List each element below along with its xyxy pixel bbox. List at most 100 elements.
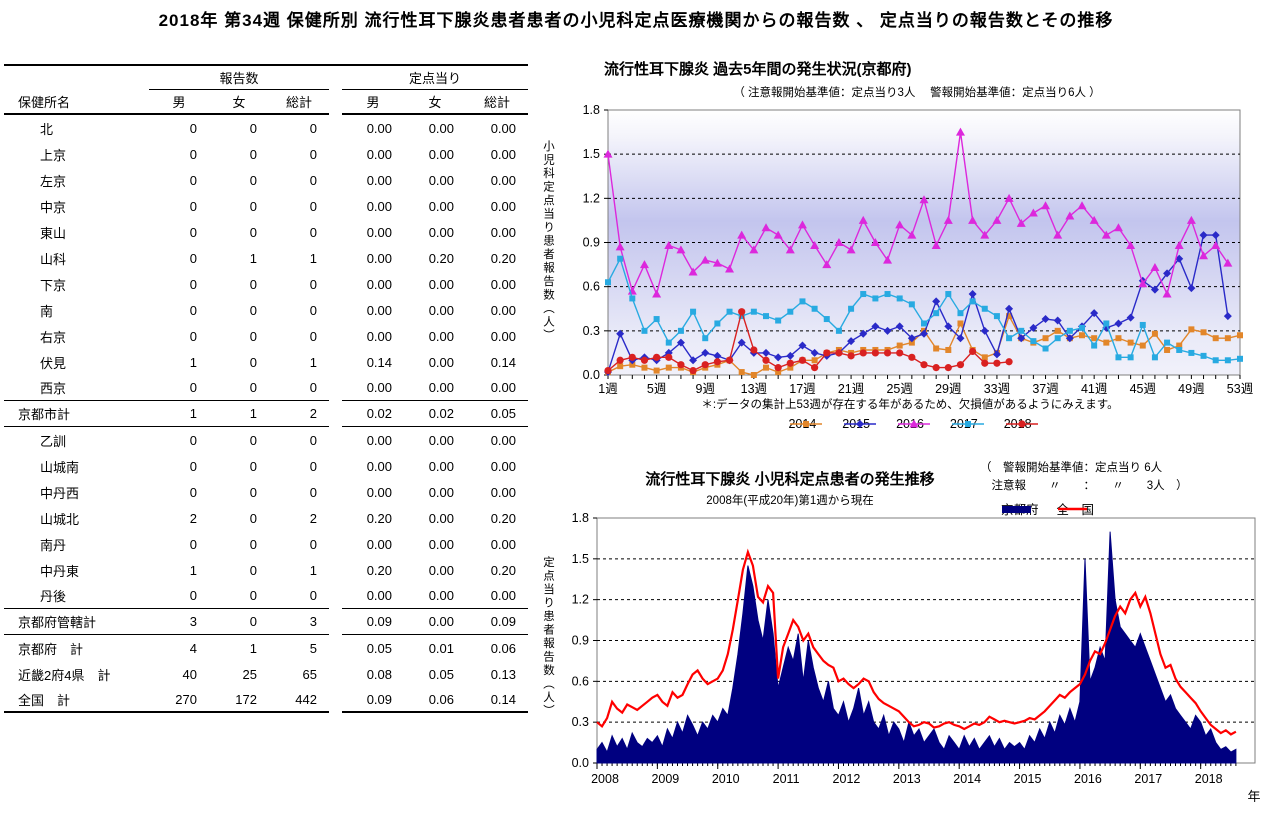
table-cell: 0.00 xyxy=(366,250,392,266)
column-header: 総計 xyxy=(269,89,329,115)
table-row: 南丹 0 0 0 0.00 0.00 0.00 xyxy=(4,531,528,557)
group-header-reports: 報告数 xyxy=(149,66,329,90)
trend-chart-legend: 京都府 全 国 xyxy=(992,499,1103,518)
svg-text:1.2: 1.2 xyxy=(572,593,589,607)
column-header: 女 xyxy=(404,89,466,115)
health-center-name: 中丹東 xyxy=(40,563,80,579)
weekly-chart-legend: 2014 2015 2016 2017 2018 xyxy=(560,417,1260,431)
table-row: 京都市計 1 1 2 0.02 0.02 0.05 xyxy=(4,401,528,427)
health-center-name: 伏見 xyxy=(40,355,67,371)
table-cell: 0.00 xyxy=(366,146,392,162)
table-cell: 0 xyxy=(149,583,209,609)
table-cell: 2 xyxy=(309,510,317,526)
table-row: 中京 0 0 0 0.00 0.00 0.00 xyxy=(4,193,528,219)
table-cell: 0.00 xyxy=(428,354,454,370)
table-row: 山城南 0 0 0 0.00 0.00 0.00 xyxy=(4,453,528,479)
table-cell: 0.20 xyxy=(490,562,516,578)
five-year-weekly-line-chart: 0.0 0.3 0.6 0.9 1.2 1.5 1.8 1週 5週 9週 13週 17週 21週 25週 2… xyxy=(583,103,1254,396)
trend-chart-y-axis-title: 定点当り患者報告数（人） xyxy=(542,556,554,718)
svg-text:37週: 37週 xyxy=(1032,382,1059,396)
health-center-name: 中丹西 xyxy=(40,485,80,501)
table-cell: 0 xyxy=(189,302,197,318)
table-cell: 0.00 xyxy=(428,302,454,318)
table-cell: 0.00 xyxy=(428,562,454,578)
svg-text:45週: 45週 xyxy=(1130,382,1157,396)
legend-item-2018: 2018 xyxy=(1004,417,1038,431)
svg-text:17週: 17週 xyxy=(789,382,816,396)
table-cell: 0.00 xyxy=(466,583,528,609)
table-cell: 0 xyxy=(249,146,257,162)
svg-text:0.9: 0.9 xyxy=(572,634,589,648)
table-cell: 0 xyxy=(309,302,317,318)
table-cell: 0.00 xyxy=(490,224,516,240)
table-cell: 0.00 xyxy=(366,536,392,552)
table-cell: 0 xyxy=(269,375,329,401)
table-cell: 0 xyxy=(249,432,257,448)
legend-item-全 国: 全 国 xyxy=(1057,499,1095,518)
svg-text:0.0: 0.0 xyxy=(572,756,589,770)
column-header-name: 保健所名 xyxy=(4,89,149,115)
table-cell: 0 xyxy=(189,484,197,500)
table-cell: 0 xyxy=(209,583,269,609)
table-row: 山科 0 1 1 0.00 0.20 0.20 xyxy=(4,245,528,271)
table-cell: 2 xyxy=(189,510,197,526)
health-center-name: 全国 計 xyxy=(4,687,149,713)
health-center-name: 近畿2府4県 計 xyxy=(18,667,111,683)
table-cell: 0.00 xyxy=(366,484,392,500)
table-cell: 0.00 xyxy=(366,302,392,318)
table-cell: 0 xyxy=(249,198,257,214)
table-cell: 0.05 xyxy=(428,666,454,682)
area-swatch-icon xyxy=(1002,505,1031,513)
table-row: 右京 0 0 0 0.00 0.00 0.00 xyxy=(4,323,528,349)
table-cell: 0.00 xyxy=(490,198,516,214)
spacer xyxy=(329,167,342,193)
table-cell: 0 xyxy=(189,536,197,552)
table-cell: 0 xyxy=(309,458,317,474)
table-body: 北 0 0 0 0.00 0.00 0.00 上京 0 0 0 0.00 0.00 0.00 左京 0 0 0 0.… xyxy=(4,115,528,713)
column-header: 男 xyxy=(342,89,404,115)
health-center-name: 南丹 xyxy=(40,537,67,553)
table-cell: 0.00 xyxy=(404,609,466,635)
table-cell: 2 xyxy=(269,401,329,427)
svg-text:5週: 5週 xyxy=(647,382,667,396)
table-cell: 0 xyxy=(249,562,257,578)
svg-text:2018: 2018 xyxy=(1195,772,1223,786)
spacer xyxy=(329,661,342,687)
table-cell: 0.00 xyxy=(342,583,404,609)
table-cell: 0 xyxy=(309,536,317,552)
table-cell: 0 xyxy=(209,375,269,401)
health-center-name: 北 xyxy=(40,121,54,137)
table-cell: 0.00 xyxy=(490,328,516,344)
table-cell: 0.00 xyxy=(404,375,466,401)
table-cell: 0.00 xyxy=(366,224,392,240)
table-row: 京都府 計 4 1 5 0.05 0.01 0.06 xyxy=(4,635,528,661)
table-cell: 0.00 xyxy=(342,375,404,401)
table-cell: 0 xyxy=(309,276,317,292)
spacer xyxy=(329,401,342,427)
legend-label: 全 国 xyxy=(1056,503,1095,517)
table-cell: 0.00 xyxy=(428,172,454,188)
table-cell: 0 xyxy=(249,536,257,552)
svg-text:1.2: 1.2 xyxy=(583,191,600,205)
weekly-chart-y-axis-title: 小児科定点当り患者報告数（人） xyxy=(542,140,554,343)
health-center-table: 報告数 定点当り 保健所名 男 女 総計 男 女 総計 北 0 0 0 0.00 0.00… xyxy=(4,64,528,713)
spacer xyxy=(4,66,149,89)
table-cell: 0.20 xyxy=(490,250,516,266)
table-row: 左京 0 0 0 0.00 0.00 0.00 xyxy=(4,167,528,193)
svg-text:2013: 2013 xyxy=(893,772,921,786)
health-center-name: 京都府管轄計 xyxy=(4,609,149,635)
health-center-name: 京都府 計 xyxy=(18,641,84,657)
svg-text:49週: 49週 xyxy=(1178,382,1205,396)
table-cell: 0.00 xyxy=(366,172,392,188)
trend-chart-title: 流行性耳下腺炎 小児科定点患者の発生推移 xyxy=(645,471,935,488)
svg-text:2010: 2010 xyxy=(712,772,740,786)
table-cell: 1 xyxy=(249,640,257,656)
svg-text:0.6: 0.6 xyxy=(583,280,600,294)
table-cell: 0 xyxy=(189,120,197,136)
health-center-name: 丹後 xyxy=(4,583,149,609)
table-cell: 0.09 xyxy=(342,609,404,635)
table-cell: 1 xyxy=(189,562,197,578)
threshold-line-2: 注意報 〃 ： 〃 3人 ） xyxy=(980,479,1188,492)
svg-text:2015: 2015 xyxy=(1014,772,1042,786)
table-cell: 25 xyxy=(242,666,257,682)
